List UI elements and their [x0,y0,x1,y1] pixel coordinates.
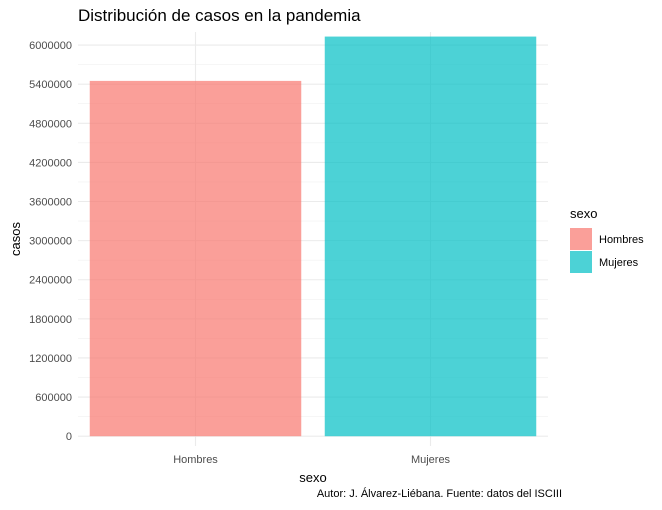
x-axis-title: sexo [299,470,326,485]
chart-caption: Autor: J. Álvarez-Liébana. Fuente: datos… [316,488,562,500]
y-tick-label: 1800000 [29,314,72,326]
y-tick-label: 0 [66,431,72,443]
y-tick-label: 6000000 [29,40,72,52]
legend-label-hombres: Hombres [599,234,644,246]
y-axis-title: casos [8,222,23,256]
y-tick-label: 3000000 [29,236,72,248]
x-tick-label: Hombres [173,454,218,466]
y-tick-label: 600000 [35,392,72,404]
legend-label-mujeres: Mujeres [599,257,639,269]
x-tick-label: Mujeres [411,454,451,466]
legend-key-hombres [570,228,592,250]
y-tick-label: 2400000 [29,275,72,287]
y-tick-label: 3600000 [29,197,72,209]
bar-hombres [89,80,302,437]
y-tick-label: 1200000 [29,353,72,365]
y-tick-label: 5400000 [29,79,72,91]
chart-title: Distribución de casos en la pandemia [78,6,361,25]
y-tick-label: 4800000 [29,118,72,130]
legend-title: sexo [570,206,597,221]
y-tick-label: 4200000 [29,157,72,169]
legend-key-mujeres [570,251,592,273]
bar-mujeres [324,36,537,437]
